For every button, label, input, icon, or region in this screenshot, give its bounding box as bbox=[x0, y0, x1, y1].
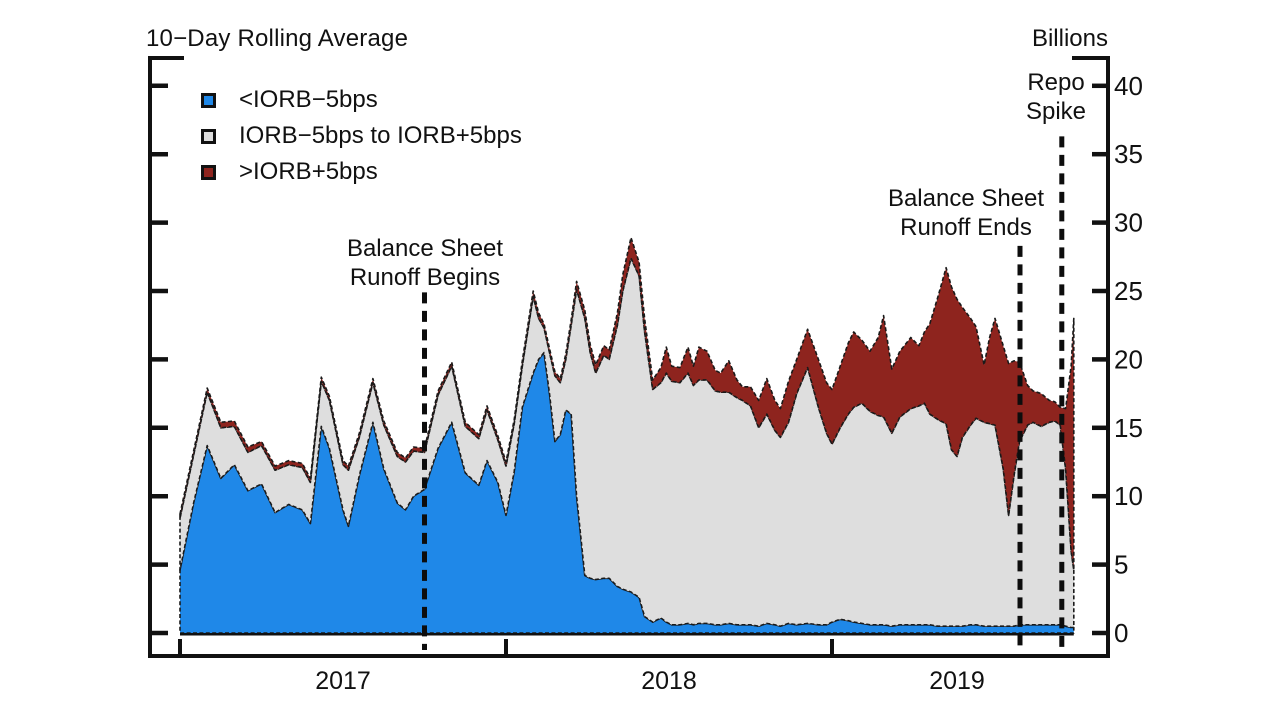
y-tick-label-35: 35 bbox=[1114, 139, 1143, 169]
annotation-line: Repo bbox=[1027, 69, 1085, 96]
y-tick-label-40: 40 bbox=[1114, 71, 1143, 101]
annotation-line: Balance Sheet bbox=[346, 235, 504, 262]
area-above-iorb bbox=[179, 236, 1075, 571]
y-tick-label-5: 5 bbox=[1114, 550, 1128, 580]
legend-label: <IORB−5bps bbox=[239, 86, 378, 113]
x-year-label-2017: 2017 bbox=[315, 667, 371, 695]
annotation-line: Runoff Begins bbox=[349, 264, 501, 291]
y-tick-label-10: 10 bbox=[1114, 481, 1143, 511]
y-tick-label-20: 20 bbox=[1114, 344, 1143, 374]
x-year-label-2019: 2019 bbox=[929, 667, 985, 695]
chart-title: 10−Day Rolling Average bbox=[146, 25, 409, 52]
y-tick-label-25: 25 bbox=[1114, 276, 1143, 306]
annotation-line: Balance Sheet bbox=[887, 185, 1045, 212]
y-axis-unit-label: Billions bbox=[1031, 25, 1108, 52]
legend-swatch-blue-icon bbox=[201, 92, 216, 108]
annotation-line: Spike bbox=[1025, 98, 1087, 125]
legend-swatch-gray-icon bbox=[201, 128, 216, 144]
annotation-repo-spike: Repo Spike bbox=[996, 68, 1116, 126]
legend-item-below-iorb: <IORB−5bps bbox=[201, 82, 522, 118]
y-tick-label-30: 30 bbox=[1114, 208, 1143, 238]
x-year-label-2018: 2018 bbox=[641, 667, 697, 695]
legend-item-within-band: IORB−5bps to IORB+5bps bbox=[201, 118, 522, 154]
legend-swatch-red-icon bbox=[201, 164, 216, 180]
legend-item-above-iorb: >IORB+5bps bbox=[201, 154, 522, 190]
legend-label: IORB−5bps to IORB+5bps bbox=[239, 122, 522, 149]
legend-label: >IORB+5bps bbox=[239, 158, 378, 185]
annotation-runoff-begins: Balance Sheet Runoff Begins bbox=[315, 234, 535, 292]
y-tick-label-0: 0 bbox=[1114, 618, 1128, 648]
y-tick-label-15: 15 bbox=[1114, 413, 1143, 443]
annotation-runoff-ends: Balance Sheet Runoff Ends bbox=[856, 184, 1076, 242]
annotation-line: Runoff Ends bbox=[900, 214, 1032, 241]
legend: <IORB−5bps IORB−5bps to IORB+5bps >IORB+… bbox=[201, 82, 522, 190]
